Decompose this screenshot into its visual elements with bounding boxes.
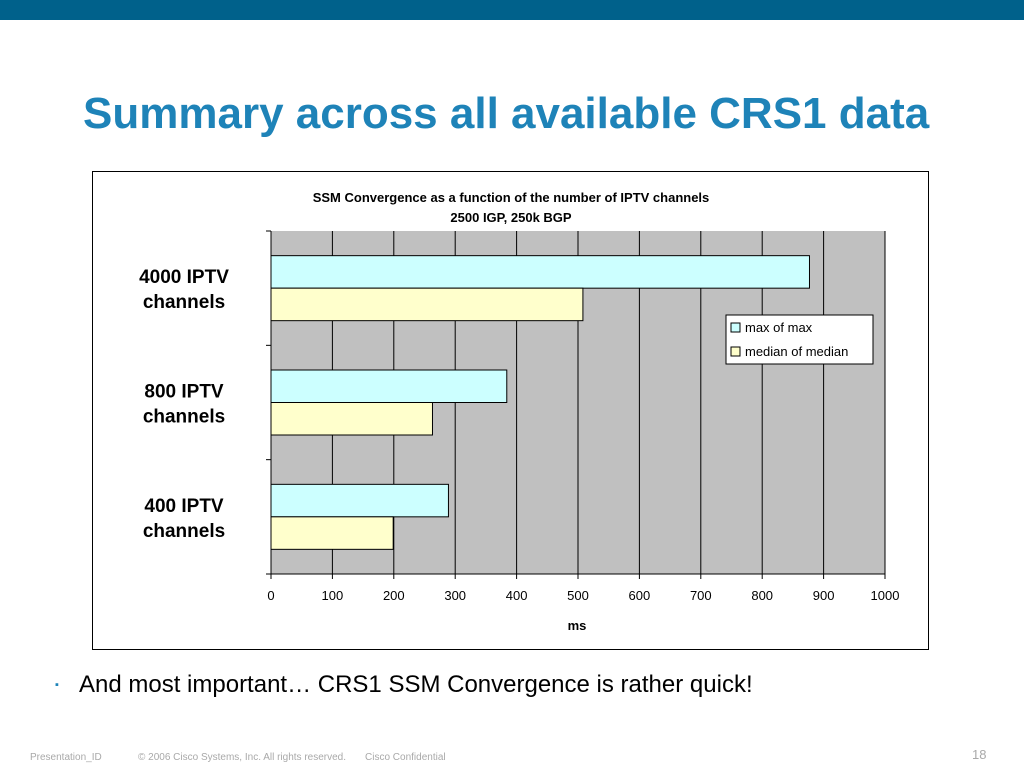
bar: [270, 255, 810, 289]
bullet-marker: ▪: [55, 679, 59, 691]
x-tick-label: 1000: [871, 588, 900, 603]
legend-box: [725, 314, 874, 365]
bar: [270, 287, 584, 322]
bar: [270, 483, 449, 518]
x-tick-label: 600: [629, 588, 651, 603]
y-category-label: 4000 IPTV channels: [139, 267, 229, 313]
chart-frame: SSM Convergence as a function of the num…: [92, 171, 929, 650]
x-tick-label: 700: [690, 588, 712, 603]
y-category-label: 400 IPTV channels: [143, 496, 225, 542]
x-tick-label: 800: [751, 588, 773, 603]
x-tick-label: 900: [813, 588, 835, 603]
x-tick-label: 400: [506, 588, 528, 603]
x-axis-label: ms: [568, 618, 587, 633]
legend-label: max of max: [745, 320, 813, 335]
x-tick-label: 200: [383, 588, 405, 603]
bar: [270, 516, 394, 550]
slide-title: Summary across all available CRS1 data: [83, 89, 930, 138]
footer-presentation-id: Presentation_ID: [30, 752, 102, 763]
top-bar: [0, 0, 1024, 20]
bar: [270, 369, 508, 403]
y-category-label: 800 IPTV channels: [143, 382, 225, 428]
x-tick-label: 500: [567, 588, 589, 603]
chart: SSM Convergence as a function of the num…: [139, 190, 900, 633]
x-tick-label: 100: [322, 588, 344, 603]
legend-label: median of median: [745, 344, 848, 359]
legend-swatch: [730, 346, 741, 357]
chart-title: SSM Convergence as a function of the num…: [313, 190, 710, 205]
legend-swatch: [730, 322, 741, 333]
chart-subtitle: 2500 IGP, 250k BGP: [450, 210, 572, 225]
x-tick-label: 300: [444, 588, 466, 603]
footer-confidential: Cisco Confidential: [365, 752, 446, 763]
bar: [270, 402, 433, 436]
x-tick-label: 0: [267, 588, 274, 603]
bullet-text: And most important… CRS1 SSM Convergence…: [79, 671, 753, 698]
footer-copyright: © 2006 Cisco Systems, Inc. All rights re…: [138, 752, 347, 763]
page-number: 18: [972, 747, 987, 762]
